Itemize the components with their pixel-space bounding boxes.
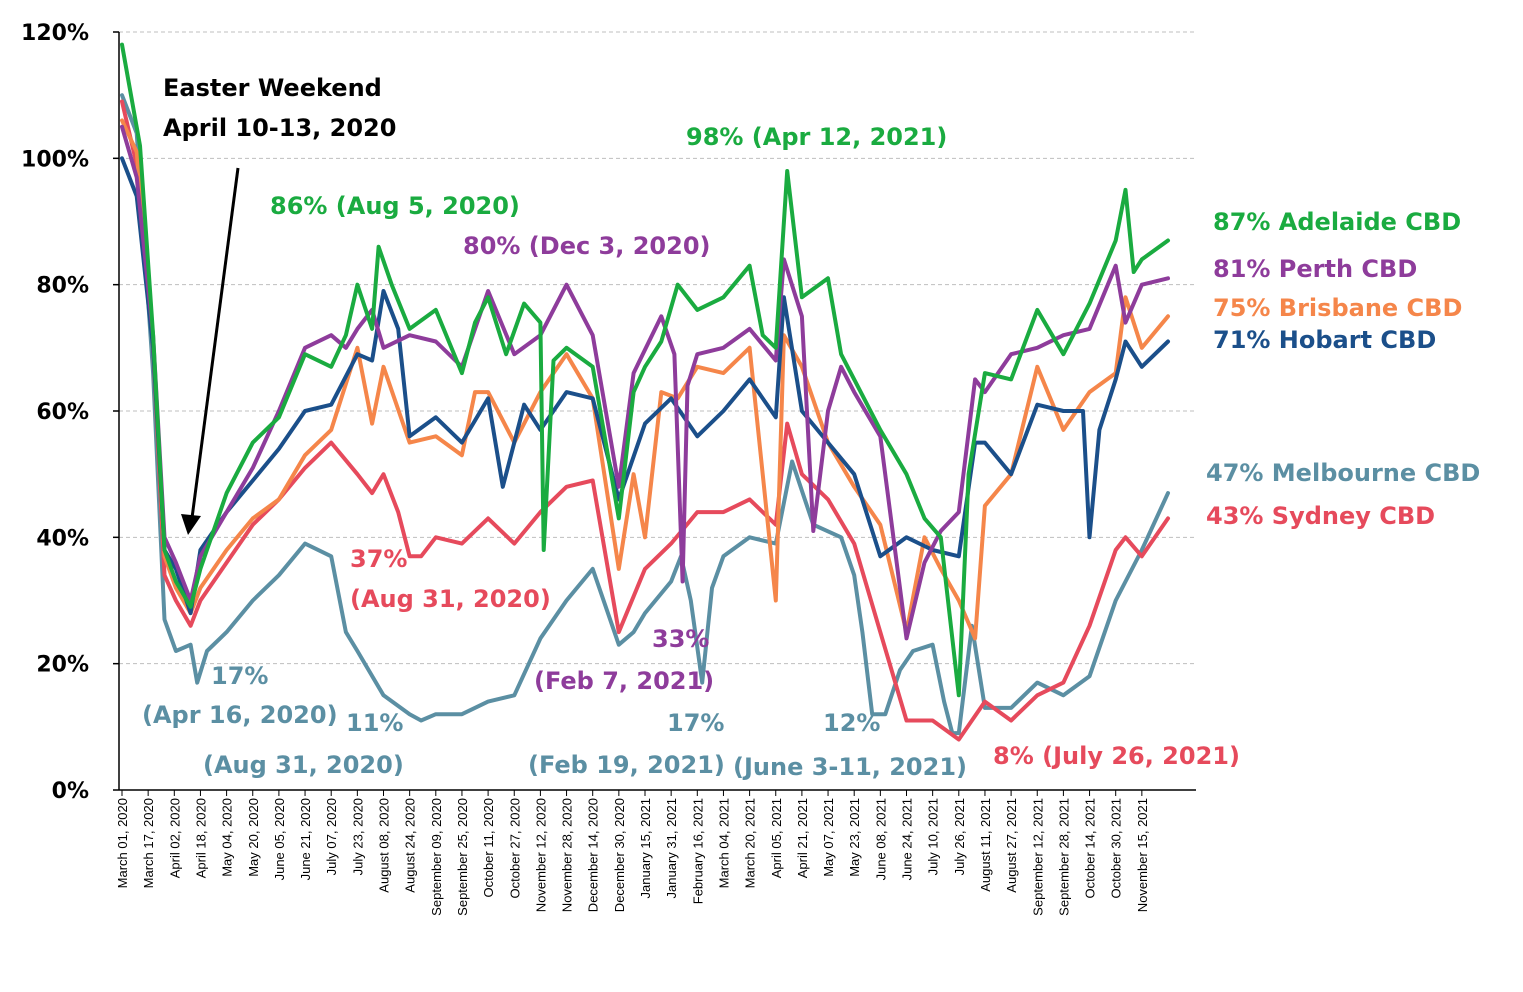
x-tick-label: December 14, 2020 [586, 798, 601, 912]
end-label-hobart-cbd: 71% Hobart CBD [1213, 326, 1436, 354]
end-label-sydney-cbd: 43% Sydney CBD [1206, 502, 1435, 530]
end-label-perth-cbd: 81% Perth CBD [1213, 255, 1417, 283]
x-tick-label: August 08, 2020 [377, 798, 392, 893]
x-tick-label: March 20, 2021 [743, 798, 758, 888]
melb-aug-annotation-value: 11% [346, 709, 403, 737]
series-line-perth-cbd [120, 124, 1170, 641]
melb-apr-annotation-value: 17% [211, 662, 268, 690]
x-tick-label: September 28, 2021 [1056, 798, 1071, 916]
x-axis-ticks: March 01, 2020 March 17, 2020 April 02, 20… [115, 790, 1150, 916]
y-tick-label: 120% [21, 21, 89, 46]
x-tick-label: May 20, 2020 [246, 798, 261, 877]
perth-dec-annotation: 80% (Dec 3, 2020) [463, 232, 711, 260]
x-tick-label: June 08, 2021 [873, 798, 888, 880]
series-end-labels: 87% Adelaide CBD 81% Perth CBD 75% Brisban… [1206, 208, 1480, 530]
x-tick-label: October 27, 2020 [507, 798, 522, 898]
x-tick-label: August 27, 2021 [1004, 798, 1019, 893]
end-label-melbourne-cbd: 47% Melbourne CBD [1206, 459, 1480, 487]
x-tick-label: April 18, 2020 [193, 798, 208, 878]
x-tick-label: September 09, 2020 [429, 798, 444, 916]
x-tick-label: June 05, 2020 [272, 798, 287, 880]
x-tick-label: September 12, 2021 [1030, 798, 1045, 916]
x-tick-label: July 07, 2020 [324, 798, 339, 875]
x-tick-label: August 11, 2021 [978, 798, 993, 892]
x-tick-label: April 05, 2021 [769, 798, 784, 878]
y-tick-label: 40% [36, 526, 89, 551]
x-tick-label: June 24, 2021 [900, 798, 915, 880]
x-tick-label: December 30, 2020 [612, 798, 627, 912]
y-tick-label: 0% [52, 779, 89, 804]
melb-feb-annotation-date: (Feb 19, 2021) [528, 751, 725, 779]
end-label-adelaide-cbd: 87% Adelaide CBD [1213, 208, 1461, 236]
x-tick-label: February 16, 2021 [690, 798, 705, 904]
sydney-aug-annotation-date: (Aug 31, 2020) [350, 585, 551, 613]
sydney-jul-annotation: 8% (July 26, 2021) [993, 742, 1240, 770]
x-tick-label: October 30, 2021 [1109, 798, 1124, 898]
x-tick-label: July 26, 2021 [952, 798, 967, 875]
x-tick-label: November 12, 2020 [533, 798, 548, 912]
sydney-aug-annotation-value: 37% [350, 545, 407, 573]
x-tick-label: August 24, 2020 [403, 798, 418, 893]
x-tick-label: April 02, 2020 [167, 798, 182, 878]
x-tick-label: July 23, 2020 [350, 798, 365, 875]
end-label-brisbane-cbd: 75% Brisbane CBD [1213, 294, 1462, 322]
y-axis-ticks: 0% 20% 40% 60% 80% 100% 120% [21, 21, 119, 804]
easter-annotation-line1: Easter Weekend [163, 74, 382, 102]
x-tick-label: March 01, 2020 [115, 798, 130, 888]
y-tick-label: 20% [36, 653, 89, 678]
melb-jun-annotation-date: (June 3-11, 2021) [733, 753, 967, 781]
x-tick-label: January 31, 2021 [664, 798, 679, 898]
x-tick-label: January 15, 2021 [638, 798, 653, 898]
series-line-adelaide-cbd [120, 42, 1170, 698]
perth-feb-annotation-date: (Feb 7, 2021) [534, 667, 714, 695]
easter-annotation-line2: April 10-13, 2020 [163, 114, 396, 142]
x-tick-label: November 28, 2020 [560, 798, 575, 912]
adelaide-apr-annotation: 98% (Apr 12, 2021) [686, 123, 947, 151]
x-tick-label: September 25, 2020 [455, 798, 470, 916]
melb-apr-annotation-date: (Apr 16, 2020) [142, 701, 338, 729]
x-tick-label: May 23, 2021 [847, 798, 862, 877]
adelaide-aug-annotation: 86% (Aug 5, 2020) [270, 192, 520, 220]
x-tick-label: July 10, 2021 [926, 798, 941, 875]
series-line-hobart-cbd [120, 156, 1170, 616]
melb-feb-annotation-value: 17% [667, 709, 724, 737]
series-line-sydney-cbd [120, 99, 1170, 742]
series-line-brisbane-cbd [120, 118, 1170, 641]
series-line-melbourne-cbd [120, 93, 1170, 736]
y-tick-label: 60% [36, 400, 89, 425]
x-tick-label: June 21, 2020 [298, 798, 313, 880]
x-tick-label: May 07, 2021 [821, 798, 836, 877]
y-tick-label: 80% [36, 274, 89, 299]
y-tick-label: 100% [21, 147, 89, 172]
x-tick-label: March 17, 2020 [141, 798, 156, 888]
melb-jun-annotation-value: 12% [823, 709, 880, 737]
x-tick-label: October 14, 2021 [1083, 798, 1098, 898]
x-tick-label: October 11, 2020 [481, 798, 496, 898]
x-tick-label: November 15, 2021 [1135, 798, 1150, 912]
x-tick-label: April 21, 2021 [795, 798, 810, 878]
x-tick-label: March 04, 2021 [716, 798, 731, 888]
gridlines [119, 31, 1196, 665]
perth-feb-annotation-value: 33% [652, 625, 709, 653]
easter-arrow-head [181, 514, 201, 535]
easter-arrow-line [190, 167, 240, 519]
melb-aug-annotation-date: (Aug 31, 2020) [203, 751, 404, 779]
series-lines [120, 42, 1170, 742]
x-tick-label: May 04, 2020 [220, 798, 235, 877]
